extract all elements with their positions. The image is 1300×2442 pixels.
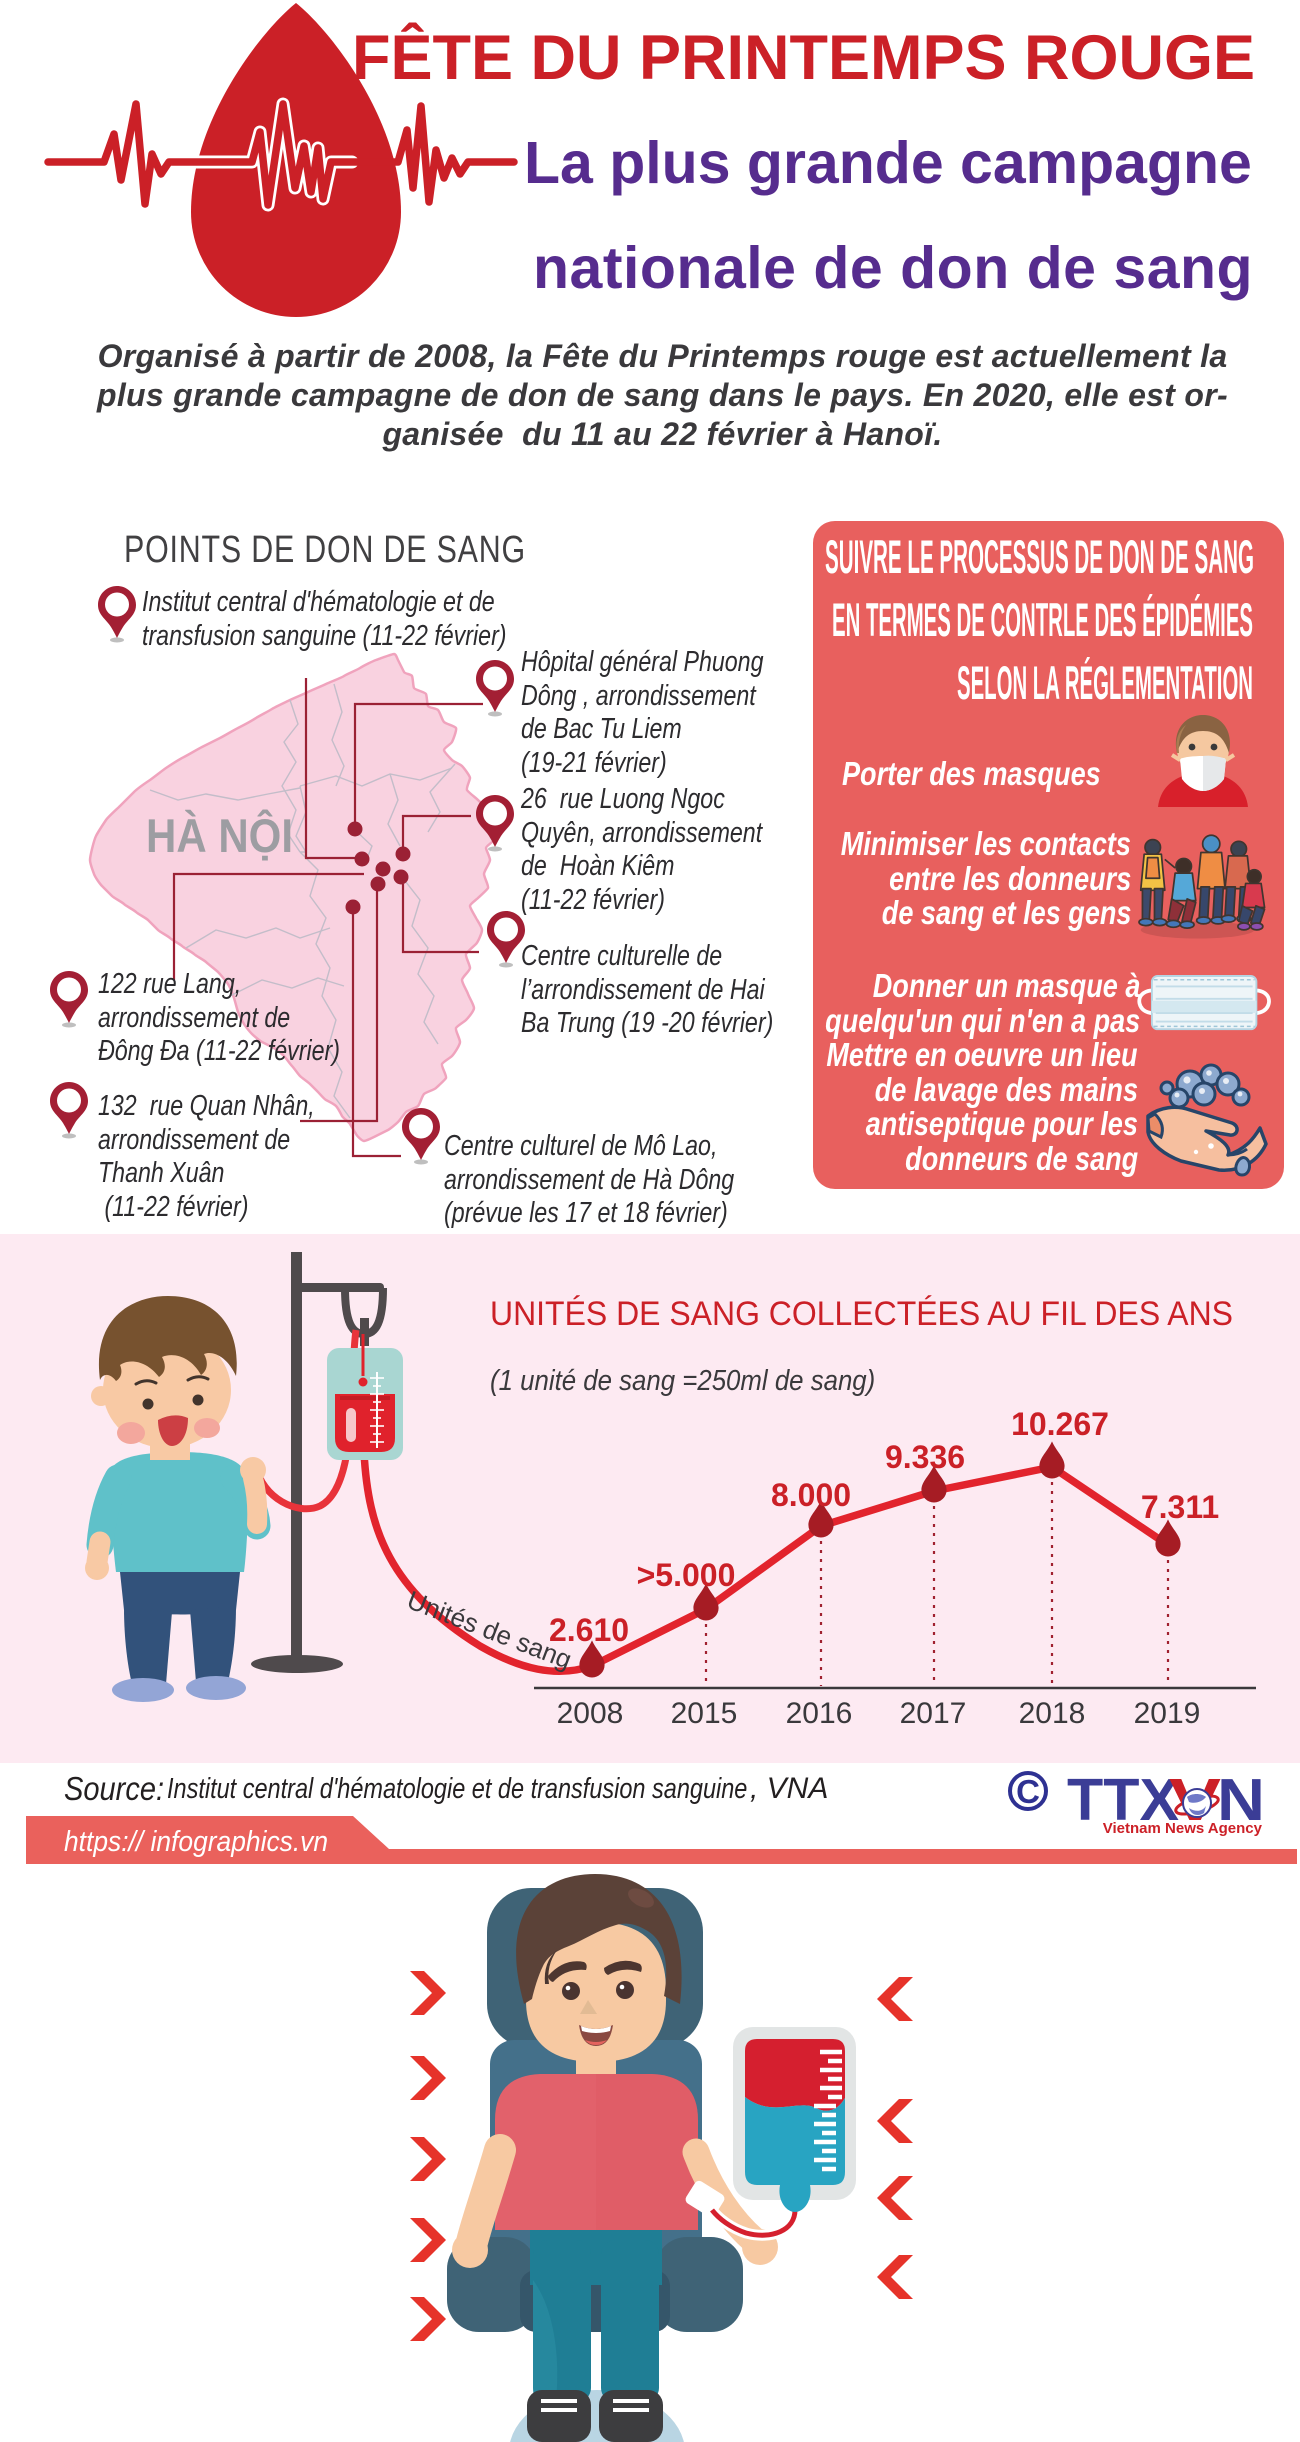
svg-text:N: N bbox=[1217, 1767, 1265, 1833]
svg-text:HÀ NỘI: HÀ NỘI bbox=[146, 809, 293, 862]
svg-text:EN TERMES DE CONTRLE DES ÉPIDÉ: EN TERMES DE CONTRLE DES ÉPIDÉMIES bbox=[832, 593, 1253, 646]
svg-text:SELON LA RÉGLEMENTATION: SELON LA RÉGLEMENTATION bbox=[957, 656, 1253, 709]
svg-text:SUIVRE LE PROCESSUS DE DON DE: SUIVRE LE PROCESSUS DE DON DE SANG bbox=[825, 530, 1254, 583]
svg-text:Vietnam News Agency: Vietnam News Agency bbox=[1103, 1820, 1263, 1837]
svg-text:TTX: TTX bbox=[1067, 1767, 1179, 1833]
svg-text:C: C bbox=[1016, 1773, 1040, 1810]
